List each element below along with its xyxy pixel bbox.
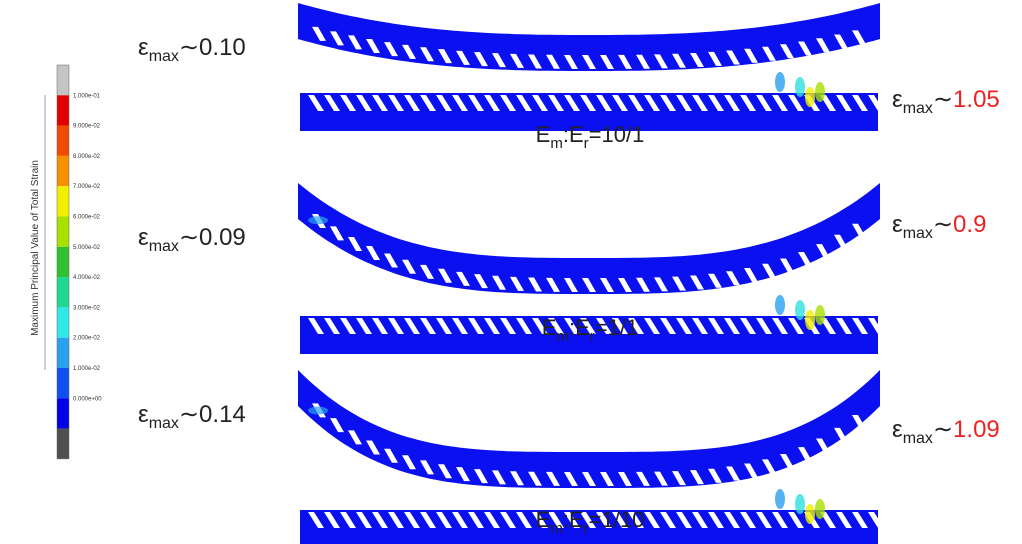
subscript: max xyxy=(903,225,933,242)
value: 1.05 xyxy=(953,86,1000,113)
relation: ∼ xyxy=(933,416,953,443)
strain-hotspot xyxy=(815,305,825,325)
strain-hotspot xyxy=(805,87,815,107)
strain-hotspot xyxy=(805,310,815,330)
colorbar-tick-label: 1.000e-01 xyxy=(73,93,101,99)
strain-hotspot xyxy=(815,499,825,519)
caption-part: =10/1 xyxy=(589,122,645,147)
strain-hotspot xyxy=(795,300,805,320)
colorbar-segment xyxy=(57,186,69,216)
caption-part: :E xyxy=(569,315,590,340)
symbol: ε xyxy=(138,34,149,61)
value: 0.10 xyxy=(199,34,246,61)
caption-part: :E xyxy=(563,507,584,532)
value: 0.09 xyxy=(199,224,246,251)
colorbar-segment xyxy=(57,126,69,156)
value: 1.09 xyxy=(953,416,1000,443)
caption-part: E xyxy=(536,507,551,532)
colorbar-tick-label: 1.000e-02 xyxy=(73,366,101,372)
colorbar-segment xyxy=(57,156,69,186)
caption-part: =1/1 xyxy=(595,315,638,340)
strain-hotspot xyxy=(775,489,785,509)
colorbar-tick-label: 9.000e-02 xyxy=(73,124,101,130)
subscript: max xyxy=(903,430,933,447)
colorbar-segment xyxy=(57,95,69,125)
strain-hotspot xyxy=(795,77,805,97)
relation: ∼ xyxy=(933,211,953,238)
strain-hotspot xyxy=(795,494,805,514)
colorbar-tick-label: 4.000e-02 xyxy=(73,275,101,281)
colorbar-tick-label: 8.000e-02 xyxy=(73,154,101,160)
subscript: max xyxy=(149,238,179,255)
caption-part: =1/10 xyxy=(589,507,645,532)
strain-hotspot xyxy=(815,82,825,102)
colorbar-segment xyxy=(57,217,69,247)
strain-hotspot xyxy=(308,216,328,224)
colorbar-segment xyxy=(57,429,69,459)
strain-hotspot xyxy=(805,504,815,524)
relation: ∼ xyxy=(179,34,199,61)
symbol: ε xyxy=(138,224,149,251)
colorbar-segment xyxy=(57,398,69,428)
colorbar-segment xyxy=(57,65,69,95)
subscript: max xyxy=(149,48,179,65)
strain-hotspot xyxy=(775,295,785,315)
relation: ∼ xyxy=(933,86,953,113)
caption-sub: m xyxy=(550,520,563,537)
relation: ∼ xyxy=(179,401,199,428)
colorbar-tick-label: 5.000e-02 xyxy=(73,245,101,251)
colorbar-tick-label: 3.000e-02 xyxy=(73,305,101,311)
caption-sub: m xyxy=(556,328,569,345)
caption-part: E xyxy=(536,122,551,147)
colorbar-segment xyxy=(57,307,69,337)
symbol: ε xyxy=(892,86,903,113)
caption-part: :E xyxy=(563,122,584,147)
symbol: ε xyxy=(892,416,903,443)
relation: ∼ xyxy=(179,224,199,251)
base-plate xyxy=(300,530,878,544)
subscript: max xyxy=(903,100,933,117)
colorbar-segment xyxy=(57,277,69,307)
colorbar-title: Maximum Principal Value of Total Strain xyxy=(30,160,41,336)
colorbar-tick-label: 0.000e+00 xyxy=(73,396,102,402)
colorbar-tick-label: 7.000e-02 xyxy=(73,184,101,190)
colorbar-segment xyxy=(57,338,69,368)
colorbar-tick-label: 2.000e-02 xyxy=(73,336,101,342)
strain-hotspot xyxy=(308,407,328,415)
colorbar-segment xyxy=(57,368,69,398)
strain-hotspot xyxy=(775,72,785,92)
caption-sub: m xyxy=(550,135,563,152)
value: 0.14 xyxy=(199,401,246,428)
symbol: ε xyxy=(138,401,149,428)
figure: Maximum Principal Value of Total Strain … xyxy=(0,0,1022,544)
value: 0.9 xyxy=(953,211,986,238)
caption-part: E xyxy=(542,315,557,340)
colorbar-tick-label: 6.000e-02 xyxy=(73,215,101,221)
symbol: ε xyxy=(892,211,903,238)
colorbar-segment xyxy=(57,247,69,277)
subscript: max xyxy=(149,415,179,432)
